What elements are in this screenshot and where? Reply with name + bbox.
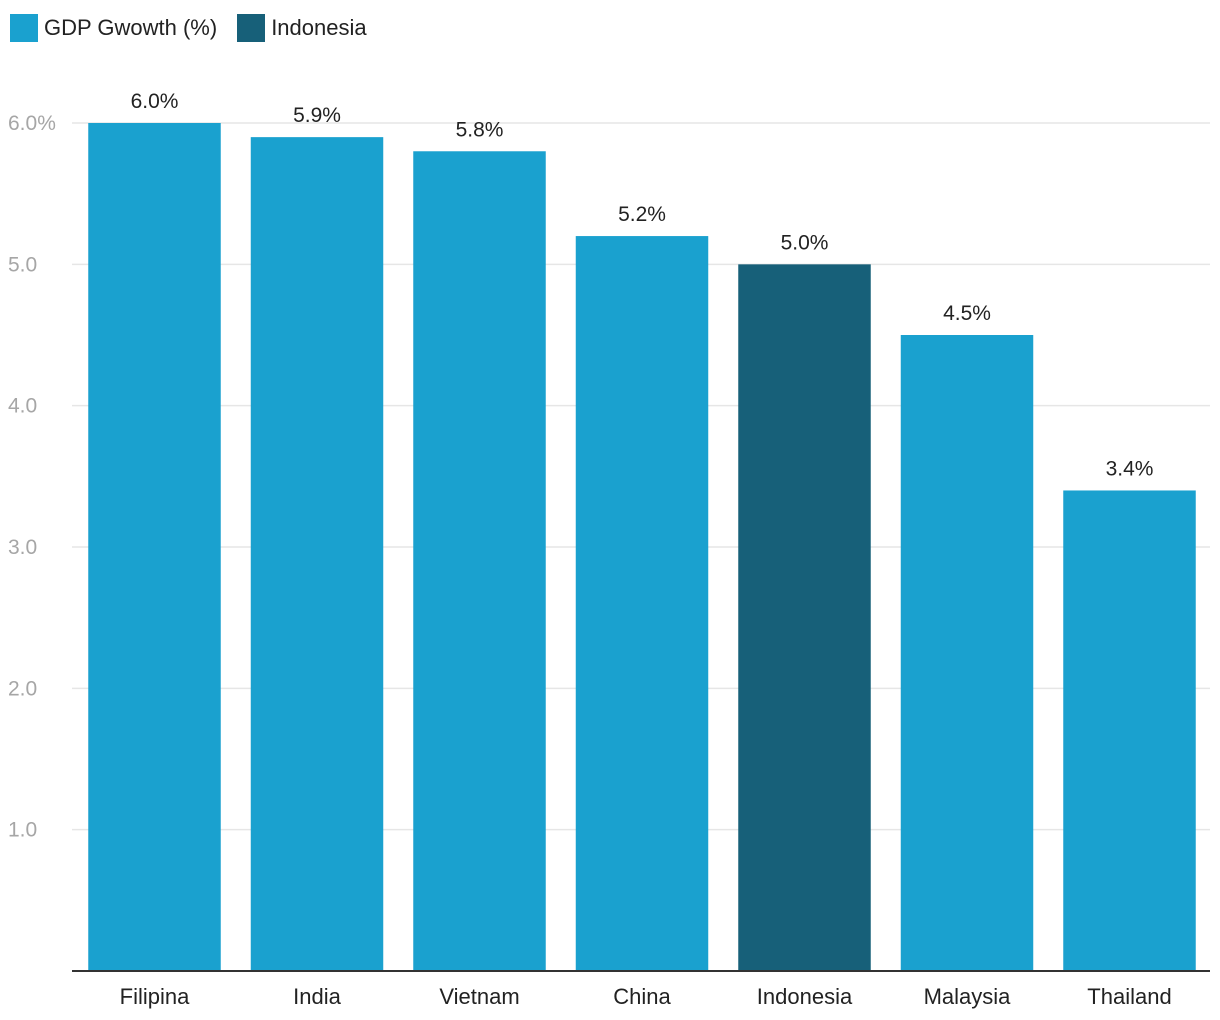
data-label-malaysia: 4.5% — [943, 302, 991, 325]
x-tick-label-filipina: Filipina — [120, 984, 190, 1009]
bar-india[interactable] — [250, 137, 384, 972]
y-tick-label: 6.0% — [8, 112, 56, 135]
bar-malaysia[interactable] — [900, 335, 1034, 971]
legend-label-gdp-growth: GDP Gwowth (%) — [44, 15, 218, 40]
data-label-vietnam: 5.8% — [456, 118, 504, 141]
bar-indonesia[interactable] — [738, 264, 871, 971]
chart-legend: GDP Gwowth (%) Indonesia — [10, 14, 387, 42]
bar-vietnam[interactable] — [413, 151, 546, 971]
data-label-filipina: 6.0% — [131, 90, 179, 113]
x-tick-label-india: India — [293, 984, 341, 1009]
bar-china[interactable] — [575, 236, 709, 972]
legend-item-indonesia[interactable]: Indonesia — [237, 14, 367, 42]
y-axis-ticks: 1.0 2.0 3.0 4.0 5.0 6.0% — [8, 112, 56, 842]
legend-swatch-gdp-growth — [10, 14, 38, 42]
x-tick-label-indonesia: Indonesia — [757, 984, 853, 1009]
y-tick-label: 3.0 — [8, 536, 37, 559]
data-label-india: 5.9% — [293, 104, 341, 127]
x-tick-label-china: China — [613, 984, 671, 1009]
y-tick-label: 1.0 — [8, 819, 37, 842]
y-tick-label: 2.0 — [8, 677, 37, 700]
data-label-thailand: 3.4% — [1106, 457, 1154, 480]
x-tick-label-thailand: Thailand — [1087, 984, 1171, 1009]
legend-swatch-indonesia — [237, 14, 266, 42]
data-label-indonesia: 5.0% — [781, 231, 829, 254]
bars — [88, 123, 1196, 972]
x-axis-ticks: Filipina India Vietnam China Indonesia Malays… — [120, 984, 1172, 1009]
x-tick-label-malaysia: Malaysia — [924, 984, 1012, 1009]
data-labels: 6.0% 5.9% 5.8% 5.2% 5.0% 4.5% 3.4% — [131, 90, 1154, 480]
bar-filipina[interactable] — [88, 123, 221, 971]
y-tick-label: 5.0 — [8, 253, 37, 276]
data-label-china: 5.2% — [618, 203, 666, 226]
y-tick-label: 4.0 — [8, 395, 37, 418]
legend-item-gdp-growth[interactable]: GDP Gwowth (%) — [10, 14, 217, 42]
legend-label-indonesia: Indonesia — [271, 15, 367, 40]
x-tick-label-vietnam: Vietnam — [439, 984, 519, 1009]
bar-thailand[interactable] — [1063, 490, 1196, 971]
